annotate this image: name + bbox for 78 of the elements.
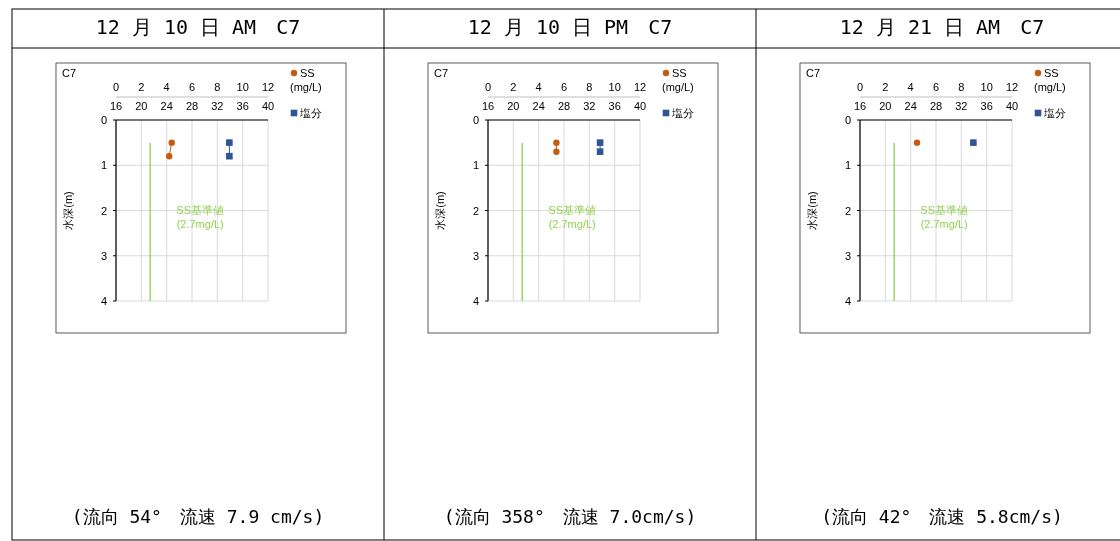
x-tick-label: 4	[163, 81, 170, 93]
x-tick-label: 2	[882, 81, 889, 93]
text: (流向 42° 流速 5.8cm/s)	[821, 506, 1063, 527]
y-tick-label: 4	[100, 295, 108, 307]
x2-tick-label: 28	[185, 100, 199, 112]
x-tick-label: 6	[932, 81, 940, 93]
x-tick-label: 10	[236, 81, 249, 93]
x2-tick-label: 32	[955, 100, 968, 112]
y-tick-label: 1	[100, 159, 108, 172]
x-tick-label: 6	[188, 81, 196, 93]
y-tick-label: 1	[844, 159, 852, 172]
y-tick-label: 2	[844, 204, 852, 217]
x2-tick-label: 16	[853, 100, 867, 112]
x-tick-label: 12	[1005, 81, 1019, 93]
text: SS基準値 (2.7mg/L)	[548, 203, 597, 230]
x2-tick-label: 20	[135, 100, 148, 112]
x2-tick-label: 28	[929, 100, 943, 112]
x-tick-label: 2	[138, 81, 145, 93]
y-axis-title: 水深(m)	[434, 191, 446, 230]
x2-tick-label: 24	[160, 100, 173, 112]
text: (流向 54° 流速 7.9 cm/s)	[71, 506, 325, 527]
x-tick-label: 4	[535, 81, 542, 93]
y-tick-label: 1	[472, 159, 480, 172]
x2-tick-label: 20	[879, 100, 892, 112]
y-tick-label: 3	[100, 249, 108, 262]
x2-tick-label: 28	[557, 100, 571, 112]
legend-label: 塩分	[299, 107, 322, 119]
x2-tick-label: 36	[236, 100, 249, 112]
y-tick-label: 3	[844, 249, 852, 262]
text: SS基準値 (2.7mg/L)	[920, 203, 969, 230]
x-tick-label: 8	[586, 81, 593, 93]
text: C7	[806, 67, 821, 79]
x2-tick-label: 40	[633, 100, 647, 112]
x-tick-label: 0	[484, 81, 492, 93]
x-tick-label: 4	[907, 81, 914, 93]
x-tick-label: 0	[856, 81, 864, 93]
y-axis-title: 水深(m)	[62, 191, 74, 230]
y-tick-label: 4	[472, 295, 480, 307]
y-tick-label: 4	[844, 295, 852, 307]
text: SS基準値 (2.7mg/L)	[176, 203, 225, 230]
text: (流向 358° 流速 7.0cm/s)	[443, 506, 697, 527]
x2-tick-label: 40	[1005, 100, 1019, 112]
legend-label: 塩分	[1043, 107, 1066, 119]
x-tick-label: 12	[633, 81, 647, 93]
x2-tick-label: 32	[583, 100, 596, 112]
x2-tick-label: 36	[608, 100, 621, 112]
x-tick-label: 2	[510, 81, 517, 93]
x2-tick-label: 16	[109, 100, 123, 112]
y-tick-label: 2	[100, 204, 108, 217]
text: C7	[62, 67, 77, 79]
x-tick-label: 0	[112, 81, 120, 93]
x-tick-label: 8	[958, 81, 965, 93]
x2-tick-label: 40	[261, 100, 275, 112]
chart-title: 12 月 21 日 AM C7	[839, 15, 1045, 39]
x2-tick-label: 36	[980, 100, 993, 112]
legend-label: SS (mg/L)	[1034, 67, 1066, 93]
y-axis-title: 水深(m)	[806, 191, 818, 230]
x-tick-label: 8	[214, 81, 221, 93]
y-tick-label: 2	[472, 204, 480, 217]
legend-label: 塩分	[671, 107, 694, 119]
x2-tick-label: 20	[507, 100, 520, 112]
chart-title: 12 月 10 日 AM C7	[95, 15, 301, 39]
chart-title: 12 月 10 日 PM C7	[467, 15, 673, 39]
y-tick-label: 0	[100, 114, 108, 126]
legend-label: SS (mg/L)	[662, 67, 694, 93]
text: C7	[434, 67, 449, 79]
x2-tick-label: 24	[532, 100, 545, 112]
x2-tick-label: 16	[481, 100, 495, 112]
x2-tick-label: 32	[211, 100, 224, 112]
y-tick-label: 0	[844, 114, 852, 126]
x-tick-label: 6	[560, 81, 568, 93]
x-tick-label: 10	[980, 81, 993, 93]
y-tick-label: 0	[472, 114, 480, 126]
x-tick-label: 12	[261, 81, 275, 93]
x-tick-label: 10	[608, 81, 621, 93]
y-tick-label: 3	[472, 249, 480, 262]
legend-label: SS (mg/L)	[290, 67, 322, 93]
x2-tick-label: 24	[904, 100, 917, 112]
